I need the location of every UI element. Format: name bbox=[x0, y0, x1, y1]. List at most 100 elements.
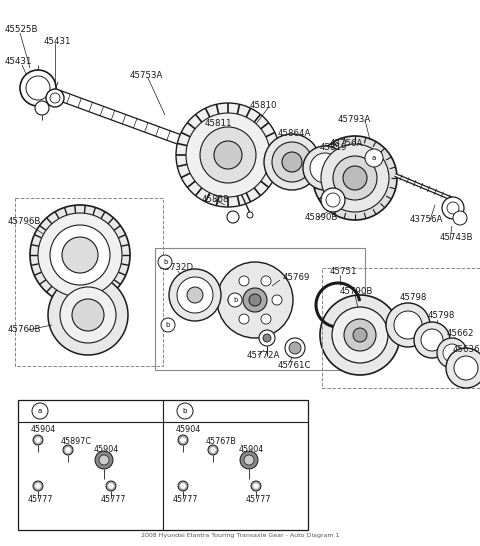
Text: 45811: 45811 bbox=[205, 118, 232, 128]
Circle shape bbox=[186, 113, 270, 197]
Bar bbox=[155, 248, 365, 370]
Circle shape bbox=[446, 348, 480, 388]
Circle shape bbox=[239, 276, 249, 286]
Text: 45777: 45777 bbox=[28, 496, 53, 505]
Circle shape bbox=[108, 484, 113, 489]
Text: 45431: 45431 bbox=[5, 57, 33, 67]
Circle shape bbox=[285, 338, 305, 358]
Circle shape bbox=[99, 455, 109, 465]
Circle shape bbox=[454, 356, 478, 380]
Circle shape bbox=[386, 303, 430, 347]
Text: 45798: 45798 bbox=[428, 312, 456, 321]
Circle shape bbox=[214, 141, 242, 169]
Text: 45868: 45868 bbox=[202, 195, 229, 205]
Circle shape bbox=[200, 127, 256, 183]
Circle shape bbox=[72, 299, 104, 331]
Circle shape bbox=[442, 197, 464, 219]
Text: 45525B: 45525B bbox=[5, 26, 38, 34]
Circle shape bbox=[261, 276, 271, 286]
Circle shape bbox=[26, 76, 50, 100]
Circle shape bbox=[62, 237, 98, 273]
Circle shape bbox=[46, 89, 64, 107]
Text: b: b bbox=[183, 408, 187, 414]
Text: 45790B: 45790B bbox=[340, 288, 373, 296]
Text: 45732D: 45732D bbox=[160, 264, 194, 272]
Circle shape bbox=[247, 212, 253, 218]
Circle shape bbox=[33, 481, 43, 491]
Text: 45904: 45904 bbox=[94, 446, 119, 454]
Circle shape bbox=[211, 448, 216, 453]
Circle shape bbox=[313, 136, 397, 220]
Circle shape bbox=[227, 211, 239, 223]
Text: 45767B: 45767B bbox=[206, 437, 237, 447]
Circle shape bbox=[333, 156, 377, 200]
Circle shape bbox=[176, 103, 280, 207]
Text: 45904: 45904 bbox=[176, 425, 201, 435]
Text: 45777: 45777 bbox=[101, 496, 127, 505]
Circle shape bbox=[63, 445, 73, 455]
Circle shape bbox=[261, 314, 271, 324]
Circle shape bbox=[106, 481, 116, 491]
Text: 45769: 45769 bbox=[283, 272, 311, 282]
Circle shape bbox=[32, 403, 48, 419]
Text: 43756A: 43756A bbox=[410, 216, 444, 224]
Circle shape bbox=[243, 288, 267, 312]
Circle shape bbox=[264, 134, 320, 190]
Circle shape bbox=[208, 445, 218, 455]
Circle shape bbox=[289, 342, 301, 354]
Circle shape bbox=[453, 211, 467, 225]
Circle shape bbox=[240, 451, 258, 469]
Text: b: b bbox=[163, 259, 167, 265]
Bar bbox=[15, 198, 163, 366]
Circle shape bbox=[228, 293, 242, 307]
Text: 45864A: 45864A bbox=[278, 128, 312, 138]
Circle shape bbox=[282, 152, 302, 172]
Text: 45753A: 45753A bbox=[130, 70, 163, 80]
Circle shape bbox=[33, 435, 43, 445]
Text: a: a bbox=[372, 155, 376, 161]
Circle shape bbox=[36, 484, 40, 489]
Circle shape bbox=[50, 225, 110, 285]
Text: 45760B: 45760B bbox=[8, 325, 41, 335]
Bar bbox=[18, 400, 308, 530]
Circle shape bbox=[217, 262, 293, 338]
Circle shape bbox=[60, 287, 116, 343]
Circle shape bbox=[353, 328, 367, 342]
Text: 45793A: 45793A bbox=[338, 116, 371, 124]
Text: a: a bbox=[38, 408, 42, 414]
Circle shape bbox=[320, 295, 400, 375]
Text: 45904: 45904 bbox=[31, 425, 56, 435]
Circle shape bbox=[421, 329, 443, 351]
Text: 45777: 45777 bbox=[173, 496, 199, 505]
Circle shape bbox=[259, 330, 275, 346]
Circle shape bbox=[263, 334, 271, 342]
Circle shape bbox=[180, 437, 185, 442]
Text: 45751: 45751 bbox=[330, 268, 358, 276]
Text: 45431: 45431 bbox=[44, 38, 72, 46]
Circle shape bbox=[310, 153, 340, 183]
Circle shape bbox=[95, 451, 113, 469]
Text: b: b bbox=[166, 322, 170, 328]
Text: 45819: 45819 bbox=[320, 144, 348, 152]
Circle shape bbox=[253, 484, 259, 489]
Text: 45662: 45662 bbox=[447, 329, 475, 339]
Circle shape bbox=[321, 144, 389, 212]
Circle shape bbox=[251, 481, 261, 491]
Circle shape bbox=[20, 70, 56, 106]
Circle shape bbox=[447, 202, 459, 214]
Circle shape bbox=[65, 448, 71, 453]
Text: 2008 Hyundai Elantra Touring Transaxle Gear - Auto Diagram 1: 2008 Hyundai Elantra Touring Transaxle G… bbox=[141, 533, 339, 538]
Circle shape bbox=[303, 146, 347, 190]
Text: 45777: 45777 bbox=[246, 496, 272, 505]
Circle shape bbox=[394, 311, 422, 339]
Circle shape bbox=[343, 166, 367, 190]
Text: 45772A: 45772A bbox=[247, 351, 280, 359]
Circle shape bbox=[239, 314, 249, 324]
Circle shape bbox=[178, 435, 188, 445]
Circle shape bbox=[326, 193, 340, 207]
Text: 45810: 45810 bbox=[250, 100, 277, 110]
Circle shape bbox=[332, 307, 388, 363]
Circle shape bbox=[443, 344, 461, 362]
Text: 45636B: 45636B bbox=[453, 346, 480, 354]
Circle shape bbox=[414, 322, 450, 358]
